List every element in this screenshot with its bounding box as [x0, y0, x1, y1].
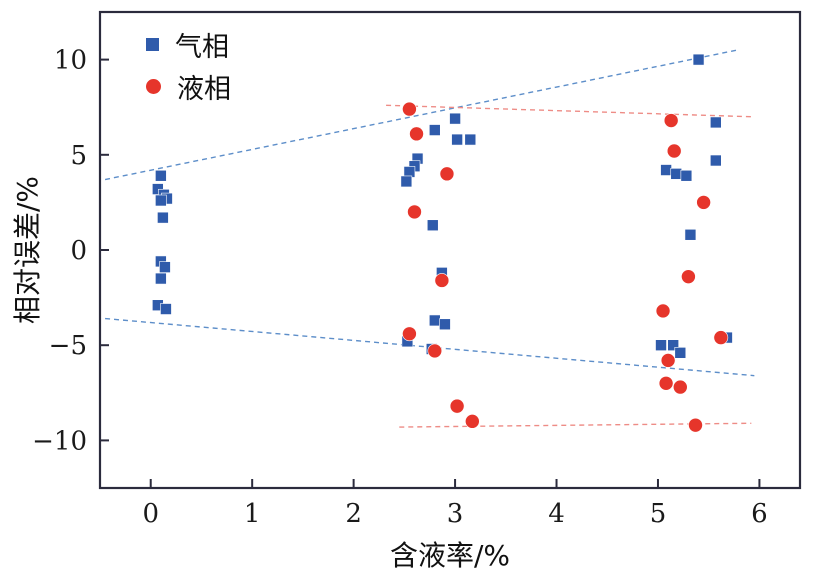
liquid-data-point	[696, 195, 711, 210]
liquid-data-point	[666, 143, 682, 159]
gas-data-point	[160, 303, 172, 315]
gas-data-point	[449, 112, 461, 125]
gas-square-marker-icon	[146, 37, 159, 51]
x-tick-label: 5	[650, 499, 667, 529]
x-tick-label: 3	[447, 499, 464, 529]
x-tick-label: 6	[751, 499, 768, 529]
gas-data-point	[439, 318, 451, 331]
gas-data-point	[426, 219, 439, 232]
liquid-data-point	[672, 379, 688, 395]
trend-line	[399, 422, 752, 428]
liquid-data-point	[663, 113, 679, 128]
liquid-data-point	[465, 414, 480, 429]
gas-data-point	[709, 154, 722, 167]
legend-item-liquid: 液相	[146, 68, 231, 105]
gas-data-point	[674, 347, 687, 359]
liquid-data-point	[439, 166, 455, 182]
y-tick-label: −10	[32, 426, 87, 456]
x-tick-label: 1	[244, 499, 261, 529]
liquid-circle-marker-icon	[146, 78, 161, 94]
liquid-data-point	[427, 343, 443, 359]
x-tick-label: 2	[345, 499, 362, 529]
gas-data-point	[428, 314, 441, 327]
legend-label-gas: 气相	[175, 31, 229, 63]
y-tick-label: 0	[70, 236, 87, 266]
gas-data-point	[157, 211, 169, 224]
y-axis-label: 相对误差/%	[11, 175, 44, 325]
trend-line	[386, 104, 752, 118]
legend: 气相 液相	[146, 26, 231, 105]
gas-data-point	[155, 169, 167, 182]
liquid-data-point	[402, 326, 417, 342]
gas-data-point	[428, 124, 441, 136]
gas-data-point	[400, 175, 413, 188]
gas-data-point	[451, 133, 463, 146]
gas-data-point	[670, 168, 683, 180]
gas-data-point	[684, 228, 697, 241]
liquid-data-point	[449, 398, 465, 414]
gas-data-point	[660, 164, 672, 176]
liquid-data-point	[407, 204, 422, 220]
gas-data-point	[680, 169, 693, 182]
gas-data-point	[709, 116, 722, 129]
y-tick-label: −5	[49, 331, 87, 361]
liquid-data-point	[688, 417, 703, 433]
y-tick-label: 5	[70, 141, 87, 171]
gas-data-point	[464, 133, 477, 146]
liquid-data-point	[713, 330, 729, 345]
liquid-data-point	[681, 269, 696, 284]
liquid-data-point	[434, 273, 450, 288]
liquid-data-point	[402, 101, 417, 117]
gas-data-point	[155, 272, 167, 285]
gas-data-point	[692, 53, 705, 66]
liquid-data-point	[658, 375, 674, 391]
gas-data-point	[155, 194, 167, 207]
legend-label-liquid: 液相	[177, 73, 231, 105]
gas-data-point	[655, 339, 667, 352]
x-tick-label: 4	[548, 499, 565, 529]
liquid-data-point	[655, 303, 671, 319]
x-tick-label: 0	[142, 499, 159, 529]
y-tick-label: 10	[54, 46, 87, 76]
gas-data-point	[159, 261, 171, 273]
liquid-data-point	[409, 126, 424, 142]
legend-item-gas: 气相	[146, 26, 231, 63]
gas-data-point	[667, 339, 679, 352]
liquid-data-point	[660, 353, 676, 368]
x-axis-label: 含液率/%	[389, 539, 511, 572]
